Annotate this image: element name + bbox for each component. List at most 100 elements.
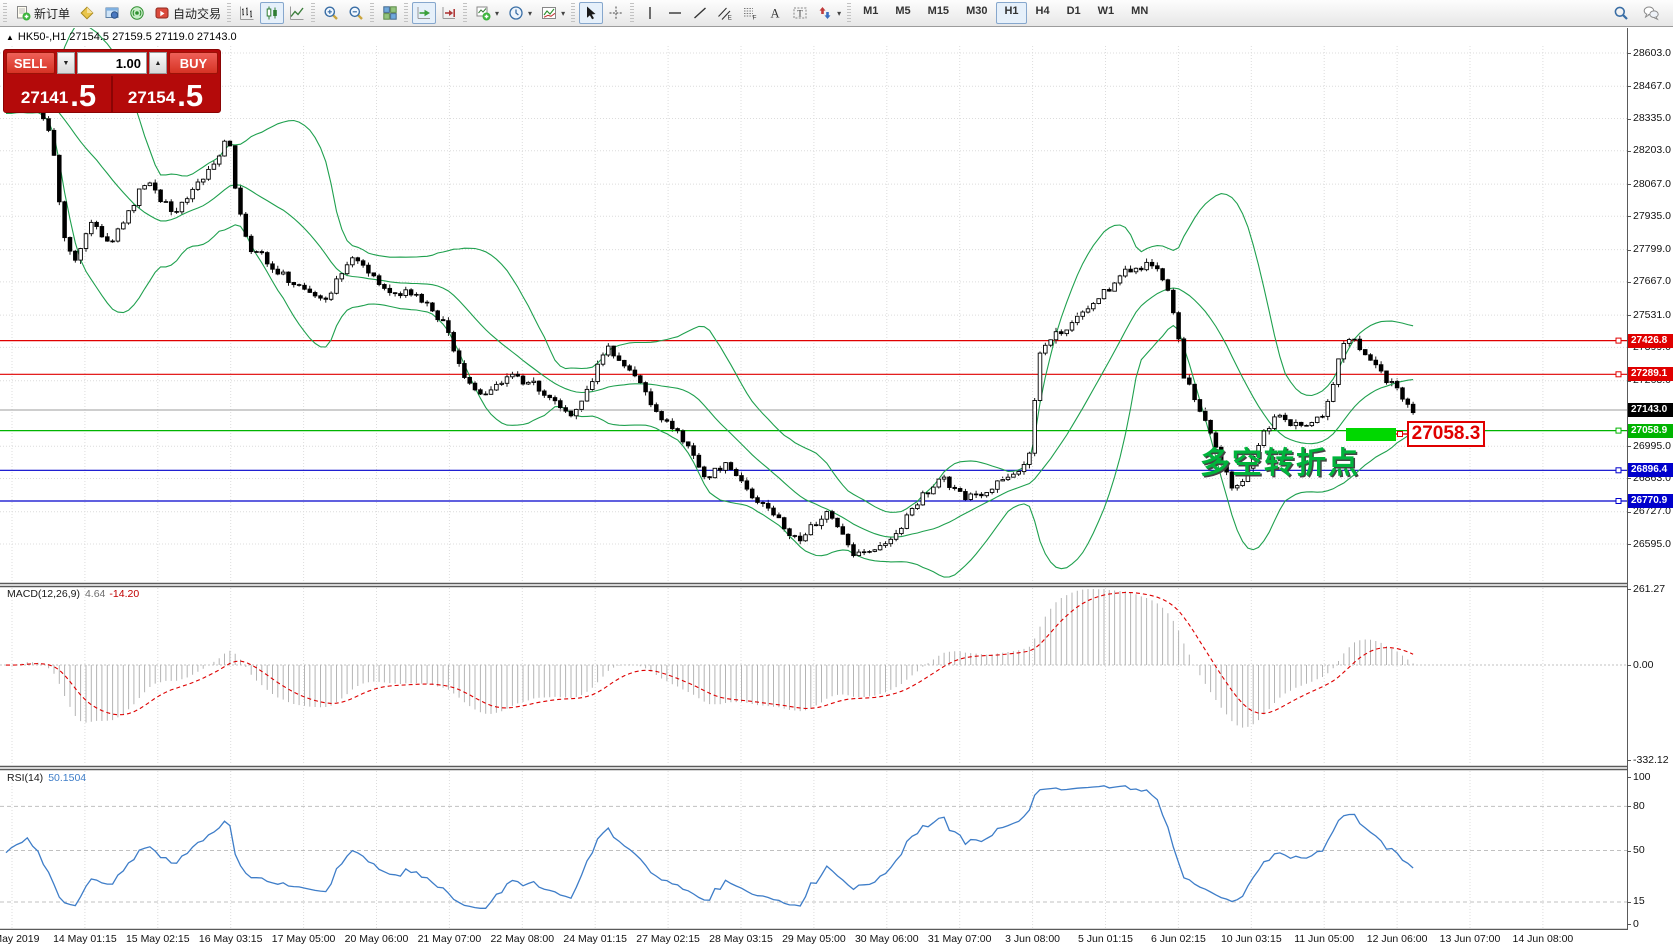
trendline-button[interactable] <box>688 2 712 24</box>
time-axis-label: 20 May 06:00 <box>344 933 409 945</box>
axis-tick <box>1627 478 1631 480</box>
trade-panel-prices: 27141 .5 27154 .5 <box>6 76 218 112</box>
volume-increase-button[interactable]: ▲ <box>149 52 167 74</box>
chat-icon <box>1643 5 1659 21</box>
collapse-triangle-icon[interactable]: ▲ <box>6 32 14 42</box>
zoom-out-button[interactable] <box>344 2 368 24</box>
new-chart-menu[interactable]: ▾ <box>471 2 503 24</box>
indicators-icon <box>541 5 557 21</box>
svg-text:T: T <box>797 9 803 19</box>
candle-chart-icon <box>264 5 280 21</box>
timeframe-button-h4[interactable]: H4 <box>1035 5 1050 17</box>
autotrading-button[interactable]: 自动交易 <box>150 2 225 24</box>
sell-price[interactable]: 27141 .5 <box>6 76 111 112</box>
sell-button[interactable]: SELL <box>6 52 55 74</box>
rsi-axis-label: 0 <box>1633 917 1639 930</box>
axis-tick <box>1627 589 1631 590</box>
macd-axis-label: 261.27 <box>1633 582 1666 595</box>
arrows-menu[interactable]: ▾ <box>813 2 845 24</box>
chart-canvas[interactable] <box>0 28 1673 930</box>
toolbar-groups: 新订单 自动交易 ▾ ▾ ▾ E F A T ▾ <box>2 2 846 24</box>
time-axis-label: 30 May 06:00 <box>854 933 919 945</box>
timeframe-button-m15[interactable]: M15 <box>927 5 950 17</box>
toolbar-grip <box>463 3 468 23</box>
fibonacci-button[interactable]: F <box>738 2 762 24</box>
time-axis[interactable]: 9 May 2019 14 May 01:15 15 May 02:15 16 May… <box>0 930 1627 949</box>
period-clock-icon <box>508 5 524 21</box>
buy-button[interactable]: BUY <box>169 52 218 74</box>
macd-signal-value: -14.20 <box>109 588 140 600</box>
volume-decrease-button[interactable]: ▼ <box>57 52 75 74</box>
time-axis-label: 5 Jun 01:15 <box>1078 933 1133 945</box>
one-click-trade-panel: SELL ▼ ▲ BUY 27141 .5 27154 .5 <box>3 49 221 113</box>
toolbar-grip <box>571 3 576 23</box>
horizontal-line-button[interactable] <box>663 2 687 24</box>
zoom-in-button[interactable] <box>319 2 343 24</box>
dropdown-arrow-icon[interactable]: ▾ <box>837 8 842 18</box>
price-axis-label: 26595.0 <box>1633 537 1671 550</box>
time-axis-label: 24 May 01:15 <box>563 933 627 945</box>
timeframe-button-m5[interactable]: M5 <box>895 5 911 17</box>
auto-scroll-icon <box>416 5 432 21</box>
rsi-axis-label: 15 <box>1633 895 1645 908</box>
time-axis-label: 21 May 07:00 <box>417 933 482 945</box>
hline-icon <box>667 5 683 21</box>
svg-text:E: E <box>728 15 733 22</box>
axis-tick <box>1627 901 1631 903</box>
toolbar-grip <box>370 3 375 23</box>
chart-plot-svg[interactable] <box>0 28 1673 930</box>
vertical-line-button[interactable] <box>638 2 662 24</box>
price-axis-label: 28335.0 <box>1633 112 1671 125</box>
main-toolbar: 新订单 自动交易 ▾ ▾ ▾ E F A T ▾ M1 M5 M15 M30 H1 H4 D1 W1 MN <box>0 0 1673 27</box>
axis-tick <box>1627 665 1631 666</box>
signals-button[interactable] <box>125 2 149 24</box>
macd-axis-label: -332.12 <box>1633 753 1669 766</box>
time-axis-label: 14 Jun 08:00 <box>1512 933 1574 945</box>
candle-chart-button[interactable] <box>260 2 285 24</box>
buy-price[interactable]: 27154 .5 <box>113 76 218 112</box>
time-axis-label: 31 May 07:00 <box>927 933 992 945</box>
crosshair-button[interactable] <box>604 2 628 24</box>
chat-button[interactable] <box>1639 2 1663 24</box>
dropdown-arrow-icon[interactable]: ▾ <box>528 8 533 18</box>
dropdown-arrow-icon[interactable]: ▾ <box>495 8 500 18</box>
market-watch-button[interactable] <box>75 2 99 24</box>
auto-scroll-button[interactable] <box>412 2 437 24</box>
search-button[interactable] <box>1609 2 1633 24</box>
tile-windows-button[interactable] <box>378 2 402 24</box>
time-axis-label: 10 Jun 03:15 <box>1220 933 1282 945</box>
axis-tick <box>1627 544 1631 545</box>
time-axis-label: 22 May 08:00 <box>490 933 555 945</box>
cursor-button[interactable] <box>579 2 604 24</box>
timeframe-button-mn[interactable]: MN <box>1131 5 1149 17</box>
timeframe-button-h1[interactable]: H1 <box>996 2 1027 24</box>
timeframe-button-m30[interactable]: M30 <box>966 5 988 17</box>
equidistant-channel-button[interactable]: E <box>713 2 737 24</box>
line-chart-icon <box>289 5 305 21</box>
axis-tick <box>1627 924 1631 925</box>
sell-price-fraction: .5 <box>70 78 97 113</box>
volume-input[interactable] <box>77 52 147 74</box>
line-chart-button[interactable] <box>285 2 309 24</box>
chart-symbol-title: ▲ HK50-,H1 27154.5 27159.5 27119.0 27143… <box>6 31 237 43</box>
price-axis-label: 28067.0 <box>1633 177 1671 190</box>
axis-tick <box>1627 249 1631 251</box>
text-button[interactable]: A <box>763 2 787 24</box>
timeframe-button-m1[interactable]: M1 <box>863 5 879 17</box>
text-label-button[interactable]: T <box>788 2 812 24</box>
bar-chart-button[interactable] <box>235 2 259 24</box>
level-price-label: 27058.9 <box>1628 423 1673 438</box>
dropdown-arrow-icon[interactable]: ▾ <box>561 8 566 18</box>
toolbar-grip <box>404 3 409 23</box>
indicators-menu[interactable]: ▾ <box>537 2 569 24</box>
chart-shift-button[interactable] <box>437 2 461 24</box>
timeframe-button-d1[interactable]: D1 <box>1066 5 1081 17</box>
zoom-in-icon <box>323 5 339 21</box>
periods-menu[interactable]: ▾ <box>504 2 536 24</box>
timeframe-button-w1[interactable]: W1 <box>1097 5 1115 17</box>
time-axis-label: 14 May 01:15 <box>53 933 117 945</box>
navigator-button[interactable] <box>100 2 124 24</box>
toolbar-right <box>1609 2 1671 24</box>
new-order-button[interactable]: 新订单 <box>11 2 74 24</box>
price-axis[interactable]: 28603.0 28467.0 28335.0 28203.0 28067.0 27935… <box>1627 28 1673 930</box>
